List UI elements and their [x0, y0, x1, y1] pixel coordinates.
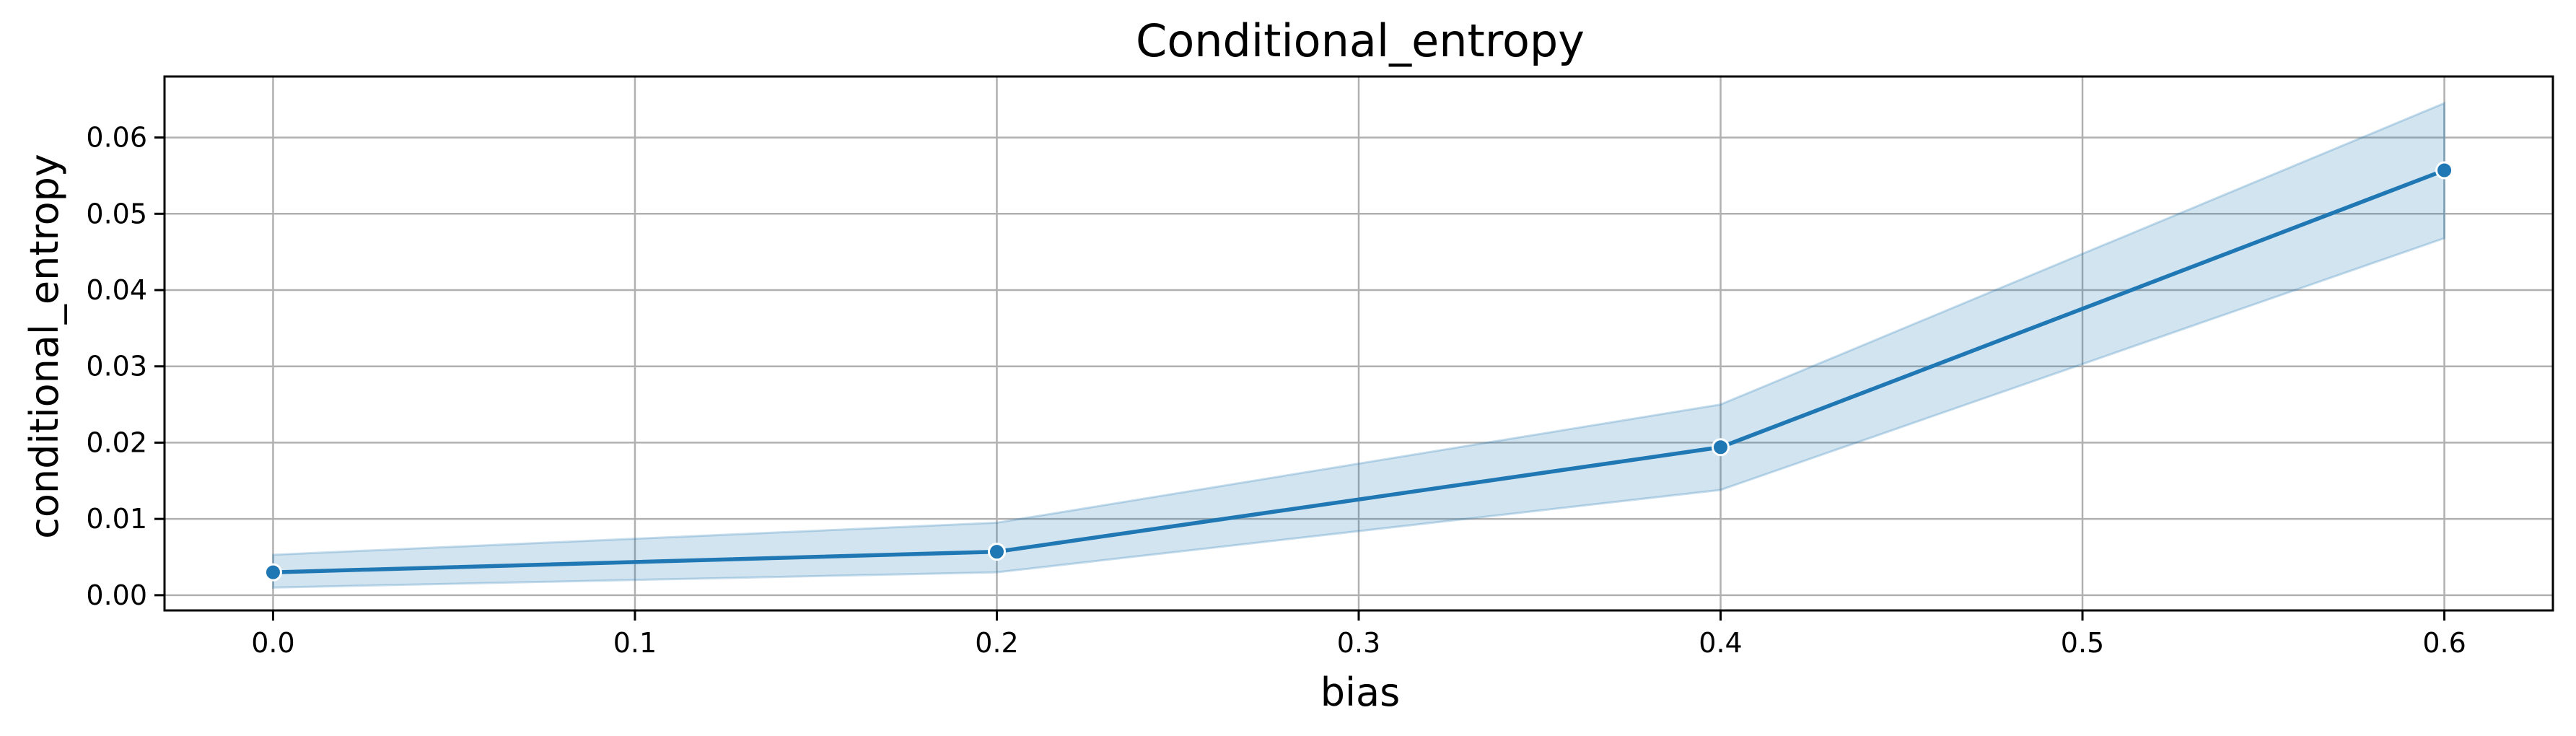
y-tick-label: 0.00 [86, 579, 147, 611]
series-line-layer [273, 168, 2445, 574]
x-axis-label: bias [1320, 670, 1401, 715]
data-point [1712, 438, 1730, 457]
data-point [987, 543, 1006, 561]
data-point [263, 563, 282, 582]
y-axis-label: conditional_entropy [22, 154, 67, 539]
confidence-band-layer [271, 101, 2446, 589]
y-tick-label: 0.02 [86, 426, 147, 458]
data-point [2435, 161, 2454, 180]
y-tick-label: 0.03 [86, 351, 147, 382]
x-tick-label: 0.5 [2061, 627, 2104, 659]
x-tick-layer: 0.0 0.1 0.2 0.3 0.4 0.5 0.6 [251, 610, 2466, 659]
y-tick-label: 0.01 [86, 503, 147, 535]
x-tick-label: 0.3 [1337, 627, 1380, 659]
y-tick-label: 0.06 [86, 122, 147, 154]
grid-layer [165, 76, 2553, 610]
marker-layer [263, 161, 2454, 582]
confidence-band [271, 101, 2446, 589]
x-tick-label: 0.2 [975, 627, 1018, 659]
chart-title: Conditional_entropy [1136, 14, 1585, 67]
y-tick-label: 0.04 [86, 274, 147, 306]
x-tick-label: 0.0 [251, 627, 294, 659]
x-tick-label: 0.4 [1699, 627, 1742, 659]
y-tick-layer: 0.00 0.01 0.02 0.03 0.04 0.05 0.06 [86, 122, 165, 611]
series-line [273, 168, 2445, 574]
x-tick-label: 0.6 [2422, 627, 2466, 659]
x-tick-label: 0.1 [613, 627, 657, 659]
y-tick-label: 0.05 [86, 198, 147, 229]
